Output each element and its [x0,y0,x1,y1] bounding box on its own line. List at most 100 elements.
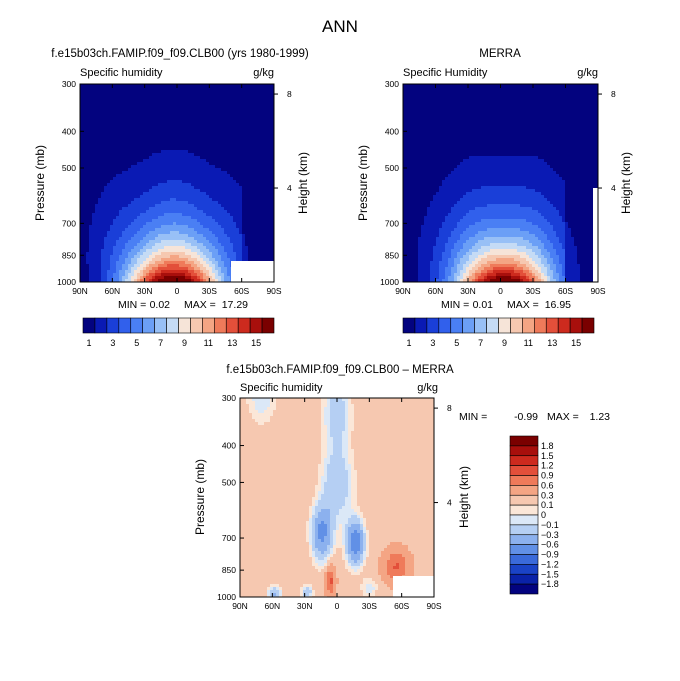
panel-merra-cell [409,111,413,115]
panel-merra-cell [577,93,581,97]
panel-model-cell [95,222,99,226]
panel-merra-cell [445,93,449,97]
panel-model-cell [176,210,180,214]
panel-model-cell [257,225,261,229]
panel-merra-cell [556,105,560,109]
panel-model-cell [206,123,210,127]
panel-model-cell [203,213,207,217]
panel-model-cell [224,153,228,157]
panel-model-cell [119,117,123,121]
panel-merra-cell [508,99,512,103]
panel-model-cell [260,111,264,115]
panel-model-cell [92,246,96,250]
panel-model-cell [179,180,183,184]
panel-model-cell [167,240,171,244]
panel-model-cell [197,168,201,172]
panel-merra-cell [457,93,461,97]
panel-model-cell [182,150,186,154]
panel-model-cell [155,183,159,187]
panel-model-cell [191,129,195,133]
panel-model-cell [239,150,243,154]
panel-model-cell [194,168,198,172]
panel-model-cell [233,234,237,238]
panel-model-cell [110,228,114,232]
panel-model-cell [155,153,159,157]
panel-model-cell [179,243,183,247]
panel-model-cell [137,102,141,106]
panel-model-cell [101,195,105,199]
panel-model-cell [194,159,198,163]
panel-model-cell [257,126,261,130]
panel-model-cell [140,108,144,112]
panel-model-cell [218,108,222,112]
panel-model-cell [167,114,171,118]
panel-model-cell [203,234,207,238]
panel-merra-cell [439,96,443,100]
panel-model-cell [236,102,240,106]
panel-model-cell [164,204,168,208]
panel-model-cell [269,141,273,145]
panel-model-cell [176,114,180,118]
panel-merra-cell [553,90,557,94]
panel-model-cell [104,135,108,139]
panel-model-cell [179,102,183,106]
panel-merra-cell [520,102,524,106]
panel-model-cell [254,135,258,139]
panel-model-cell [107,261,111,265]
panel-model-cell [104,138,108,142]
panel-merra-cell [574,111,578,115]
panel-merra-cell [499,96,503,100]
panel-model-cell [230,216,234,220]
panel-merra-cell [571,108,575,112]
panel-model-cell [89,147,93,151]
panel-merra-cell [532,87,536,91]
panel-model-cell [101,147,105,151]
panel-model-cell [134,132,138,136]
panel-model-cell [215,93,219,97]
panel-model-cell [125,165,129,169]
panel-model-cell [107,153,111,157]
panel-model-cell [200,246,204,250]
panel-merra-cell [544,111,548,115]
panel-model-cell [125,114,129,118]
panel-model-cell [83,174,87,178]
panel-model-cell [131,189,135,193]
panel-model-cell [227,204,231,208]
panel-model-cell [215,279,219,282]
panel-model-cell [134,99,138,103]
panel-merra-cell [493,84,497,88]
panel-model-cell [257,159,261,163]
panel-model-cell [206,231,210,235]
panel-merra-cell [565,87,569,91]
panel-model-cell [113,162,117,166]
panel-model-cell [134,213,138,217]
panel-merra-cell [595,99,598,103]
panel-model-cell [95,267,99,271]
panel-model-cell [173,123,177,127]
panel-model-cell [173,126,177,130]
panel-model-cell [188,276,192,280]
panel-model-cell [179,255,183,259]
panel-model-cell [167,234,171,238]
panel-model-cell [197,111,201,115]
panel-model-cell [92,219,96,223]
panel-model-cell [125,273,129,277]
panel-model-cell [101,249,105,253]
panel-model-cell [101,150,105,154]
panel-model-cell [170,93,174,97]
panel-model-cell [122,198,126,202]
panel-model-cell [233,255,237,259]
panel-model-cell [167,111,171,115]
panel-model-cell [149,213,153,217]
panel-model-cell [140,120,144,124]
panel-model-cell [155,165,159,169]
panel-model-cell [152,159,156,163]
panel-model-cell [191,228,195,232]
panel-merra-cell [574,87,578,91]
panel-model-cell [200,216,204,220]
panel-model-cell [122,174,126,178]
panel-model-cell [212,204,216,208]
panel-model-cell [182,216,186,220]
panel-model-cell [152,96,156,100]
panel-model-cell [251,186,255,190]
